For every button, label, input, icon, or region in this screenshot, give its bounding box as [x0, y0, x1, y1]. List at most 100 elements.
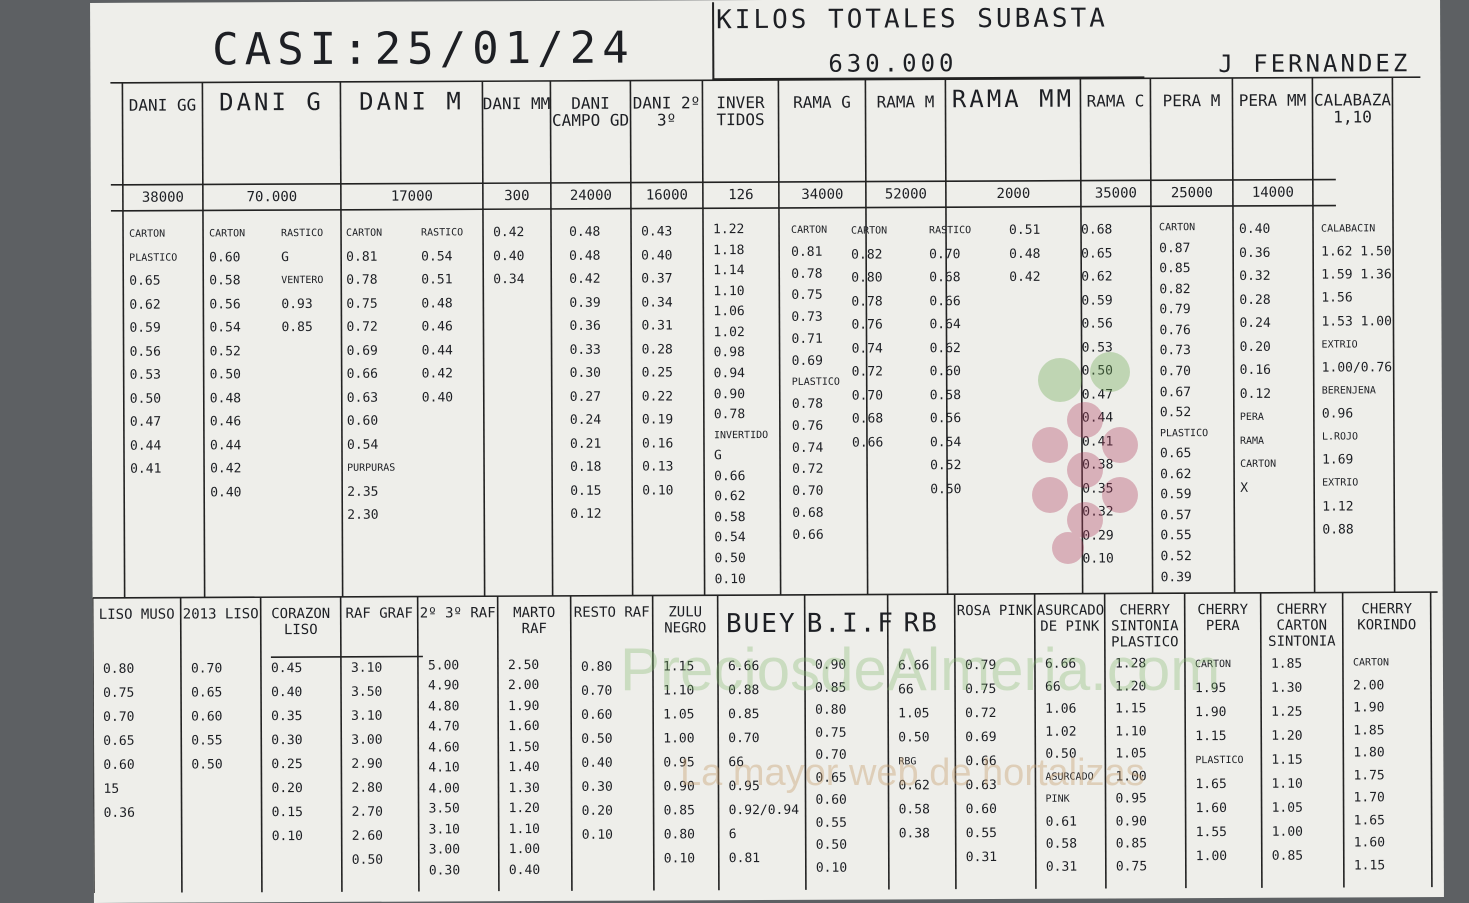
- price-value: RASTICO: [421, 221, 463, 245]
- column-header: PERA M: [1150, 93, 1232, 110]
- price-value: 1.22: [713, 220, 767, 241]
- price-value: 0.64: [929, 313, 971, 337]
- price-value: 0.38: [1082, 453, 1113, 477]
- price-value: 2.50: [508, 656, 539, 677]
- price-value: 1.65: [1195, 773, 1243, 797]
- price-value: 0.70: [728, 727, 799, 751]
- price-value: 0.65: [103, 730, 134, 754]
- price-value: 0.85: [728, 703, 799, 727]
- price-value: 0.52: [1160, 547, 1208, 568]
- price-value: 0.50: [714, 549, 768, 570]
- price-value: 0.65: [1160, 444, 1208, 465]
- section-header: RESTO RAF: [573, 605, 651, 621]
- price-value: 3.10: [351, 705, 382, 729]
- price-value: 0.10: [642, 479, 673, 503]
- price-value: 0.48: [569, 221, 600, 245]
- price-value: 0.42: [1009, 266, 1040, 290]
- price-value: G: [281, 245, 323, 269]
- price-value: 1.12: [1322, 495, 1393, 518]
- price-value: 0.78: [851, 290, 887, 314]
- price-value: 1.15: [1195, 725, 1243, 749]
- column-total-kilos: 24000: [561, 188, 621, 204]
- price-value: 0.85: [1159, 259, 1207, 280]
- price-value: 0.69: [792, 350, 840, 372]
- price-value: 0.90: [815, 655, 846, 678]
- price-value: 1.20: [1115, 676, 1146, 699]
- price-value: 0.40: [581, 752, 612, 776]
- price-value: 1.69: [1322, 449, 1393, 472]
- price-value: 0.80: [851, 266, 887, 290]
- price-value: 1.00: [509, 840, 540, 861]
- price-value: 0.50: [898, 726, 929, 750]
- price-value: 0.44: [210, 434, 246, 458]
- price-value: 0.44: [1082, 406, 1113, 430]
- price-value: 6.66: [898, 654, 929, 678]
- price-value: 1.70: [1353, 787, 1389, 810]
- price-value: CARTON: [209, 222, 245, 246]
- price-value: 0.22: [642, 385, 673, 409]
- price-value: G: [714, 446, 768, 467]
- price-value: 0.60: [191, 705, 222, 729]
- column-header: DANI CAMPO GD: [550, 96, 630, 130]
- price-value: 0.28: [1239, 288, 1275, 312]
- price-value: 0.66: [792, 524, 840, 546]
- price-value: 0.66: [852, 431, 888, 455]
- price-value: 0.50: [1045, 744, 1093, 767]
- price-value: 1.05: [898, 702, 929, 726]
- price-value: 0.21: [570, 432, 601, 456]
- column-total-kilos: 2000: [983, 186, 1043, 202]
- price-value: 0.72: [852, 360, 888, 384]
- price-value: 0.65: [191, 681, 222, 705]
- price-value: 0.85: [1272, 845, 1303, 869]
- price-value: 1.30: [1271, 677, 1302, 701]
- price-value: 1.10: [1271, 773, 1302, 797]
- price-value: 0.51: [421, 268, 463, 292]
- price-value: 0.68: [1081, 218, 1112, 242]
- price-value: 1.15: [1271, 749, 1302, 773]
- price-value: 66: [898, 678, 929, 702]
- price-value: 0.36: [104, 802, 135, 826]
- price-value: 0.10: [816, 857, 847, 880]
- price-value: 0.55: [191, 729, 222, 753]
- price-value: 0.78: [792, 394, 840, 416]
- price-value: 0.58: [930, 384, 972, 408]
- price-value: 0.74: [852, 337, 888, 361]
- column-total-kilos: 34000: [792, 187, 852, 203]
- price-value: 0.39: [569, 291, 600, 315]
- price-value: 0.72: [346, 316, 394, 340]
- price-value: 0.70: [815, 745, 846, 768]
- price-value: 3.50: [429, 800, 460, 821]
- price-value: 0.41: [130, 458, 178, 482]
- price-value: 0.54: [347, 433, 395, 457]
- price-value: 0.10: [582, 824, 613, 848]
- price-value: 0.58: [899, 798, 930, 822]
- price-value: 1.85: [1353, 720, 1389, 743]
- price-value: 0.33: [570, 338, 601, 362]
- price-value: 0.32: [1239, 265, 1275, 289]
- price-value: 0.79: [1159, 300, 1207, 321]
- price-value: 0.30: [271, 729, 302, 753]
- column-header: RAMA G: [778, 95, 865, 112]
- price-value: 0.98: [714, 343, 768, 364]
- price-value: 0.38: [899, 822, 930, 846]
- price-value: 1.00: [663, 727, 694, 751]
- price-value: 0.53: [130, 364, 178, 388]
- price-value: 1.75: [1353, 765, 1389, 788]
- price-value: 0.31: [966, 846, 997, 870]
- price-value: X: [1240, 476, 1276, 500]
- price-value: 1.60: [508, 717, 539, 738]
- price-value: 3.10: [351, 657, 382, 681]
- price-value: 0.57: [1160, 506, 1208, 527]
- price-value: PLASTICO: [1195, 749, 1243, 773]
- price-value: 0.40: [509, 861, 540, 882]
- price-value: 0.12: [570, 503, 601, 527]
